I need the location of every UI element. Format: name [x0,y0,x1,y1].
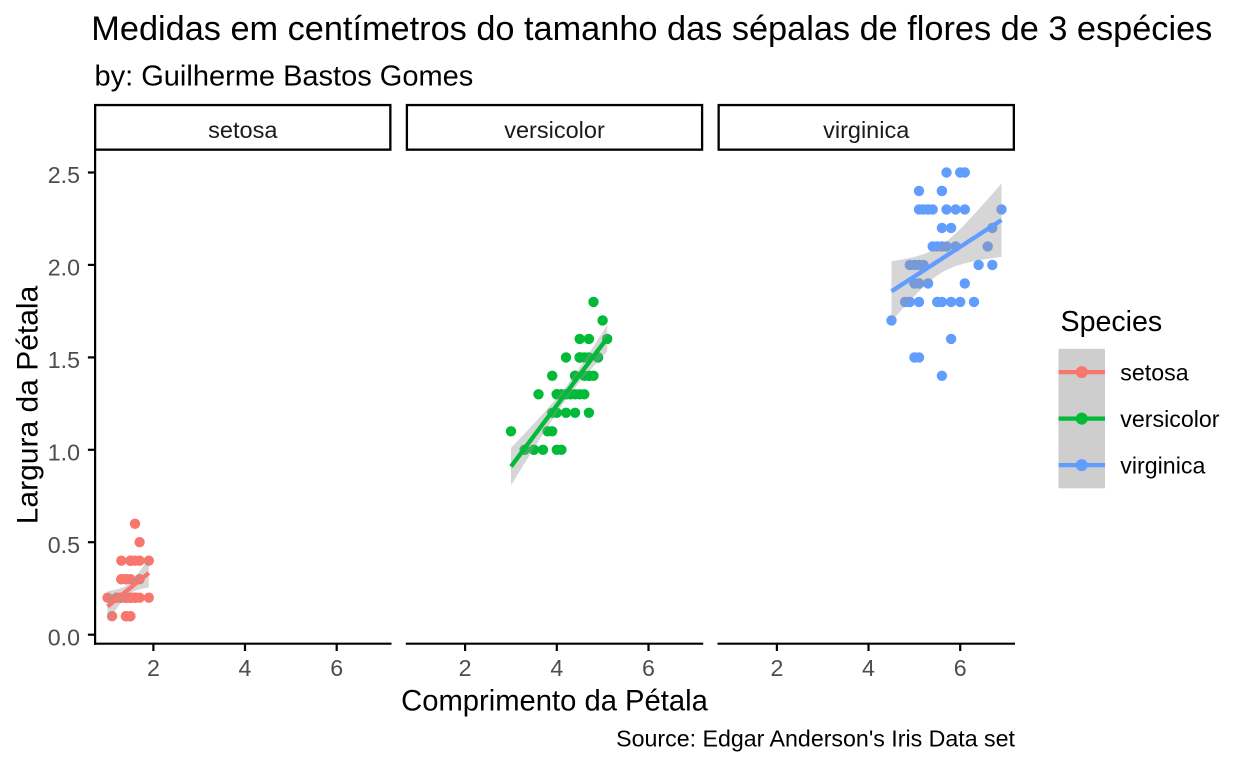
svg-text:versicolor: versicolor [1120,406,1219,432]
svg-text:1.5: 1.5 [48,347,80,373]
svg-text:0.5: 0.5 [48,532,80,558]
svg-text:2: 2 [459,655,472,681]
svg-text:6: 6 [642,655,655,681]
svg-text:4: 4 [239,655,252,681]
svg-text:2.0: 2.0 [48,255,80,281]
svg-text:6: 6 [954,655,967,681]
svg-text:4: 4 [862,655,875,681]
svg-text:2.5: 2.5 [48,162,80,188]
svg-text:virginica: virginica [823,117,910,143]
svg-text:0.0: 0.0 [48,624,80,650]
svg-text:by: Guilherme Bastos Gomes: by: Guilherme Bastos Gomes [95,61,474,93]
svg-text:4: 4 [550,655,563,681]
svg-text:Species: Species [1061,306,1163,338]
svg-text:virginica: virginica [1120,453,1205,479]
svg-text:1.0: 1.0 [48,439,80,465]
svg-text:versicolor: versicolor [504,117,605,143]
svg-text:Largura da Pétala: Largura da Pétala [12,285,45,524]
svg-text:setosa: setosa [1120,360,1188,386]
svg-text:Source: Edgar Anderson's Iris: Source: Edgar Anderson's Iris Data set [616,726,1015,752]
svg-text:6: 6 [330,655,343,681]
svg-text:setosa: setosa [208,117,278,143]
svg-text:Comprimento da Pétala: Comprimento da Pétala [401,685,708,717]
svg-text:2: 2 [770,655,783,681]
svg-text:Medidas em centímetros do tama: Medidas em centímetros do tamanho das sé… [91,10,1212,48]
svg-text:2: 2 [147,655,160,681]
